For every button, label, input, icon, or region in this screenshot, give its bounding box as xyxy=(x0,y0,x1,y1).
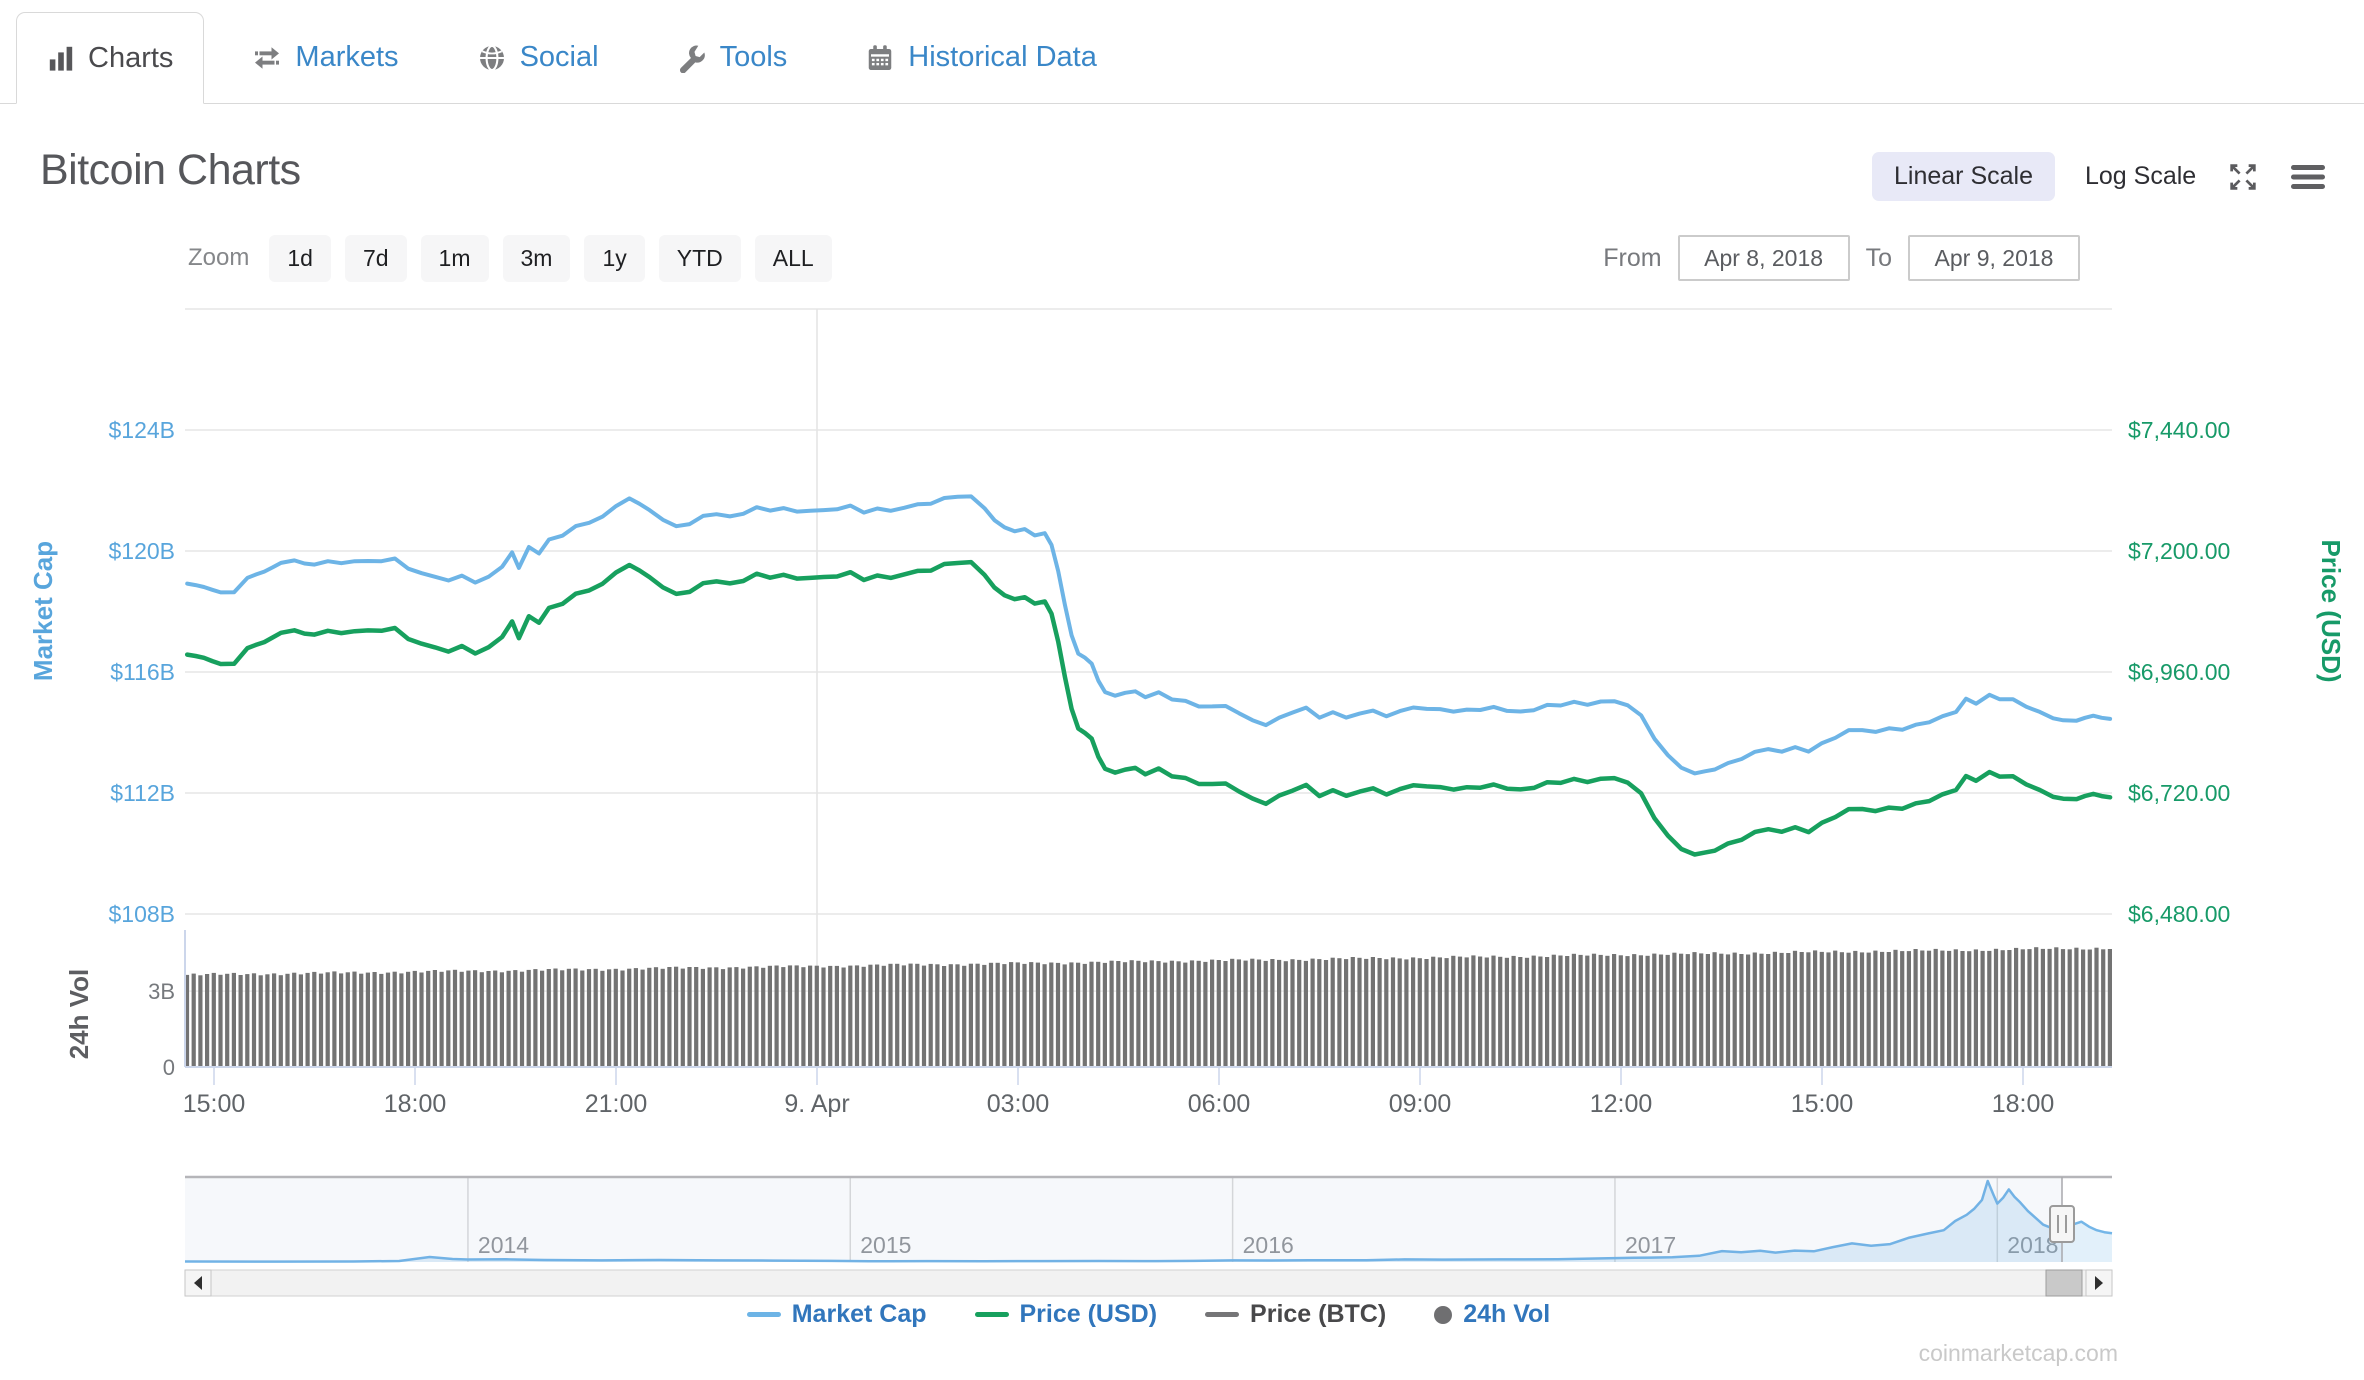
scrollbar-thumb[interactable] xyxy=(2045,1269,2083,1297)
legend-label: Price (USD) xyxy=(1019,1300,1158,1328)
globe-icon xyxy=(477,43,507,73)
date-range-group: From To xyxy=(1603,234,2080,282)
tab-label: Historical Data xyxy=(908,41,1097,73)
svg-text:9. Apr: 9. Apr xyxy=(784,1090,849,1118)
svg-text:09:00: 09:00 xyxy=(1389,1090,1452,1118)
svg-text:3B: 3B xyxy=(148,979,175,1004)
tab-historical-data[interactable]: Historical Data xyxy=(835,12,1127,103)
svg-text:$120B: $120B xyxy=(108,538,175,564)
watermark: coinmarketcap.com xyxy=(1918,1340,2118,1366)
menu-icon[interactable] xyxy=(2290,162,2328,192)
range-button-3m[interactable]: 3m xyxy=(502,234,571,282)
svg-text:$116B: $116B xyxy=(110,659,175,685)
range-button-1m[interactable]: 1m xyxy=(420,234,489,282)
price-usd-swatch xyxy=(974,1312,1009,1317)
from-label: From xyxy=(1603,243,1662,272)
svg-text:$7,200.00: $7,200.00 xyxy=(2128,538,2230,564)
price-usd-line xyxy=(184,559,2113,857)
24h-vol-swatch xyxy=(1434,1305,1453,1324)
svg-text:$6,960.00: $6,960.00 xyxy=(2128,659,2230,685)
from-date-input[interactable] xyxy=(1677,235,1850,281)
svg-text:18:00: 18:00 xyxy=(384,1090,447,1118)
page-title: Bitcoin Charts xyxy=(40,146,301,194)
svg-text:2015: 2015 xyxy=(860,1232,911,1258)
svg-text:21:00: 21:00 xyxy=(585,1090,648,1118)
tab-tools[interactable]: Tools xyxy=(647,12,818,103)
price-btc-swatch xyxy=(1205,1312,1240,1317)
range-button-7d[interactable]: 7d xyxy=(344,234,407,282)
to-label: To xyxy=(1865,243,1892,272)
scrollbar-left-button[interactable] xyxy=(184,1269,212,1297)
tab-markets[interactable]: Markets xyxy=(222,12,428,103)
wrench-icon xyxy=(677,43,707,73)
fullscreen-icon[interactable] xyxy=(2226,160,2260,194)
scrollbar-right-button[interactable] xyxy=(2085,1269,2113,1297)
svg-text:2016: 2016 xyxy=(1243,1232,1294,1258)
legend-item-market-cap[interactable]: Market Cap xyxy=(746,1300,927,1329)
svg-text:18:00: 18:00 xyxy=(1992,1090,2055,1118)
svg-text:15:00: 15:00 xyxy=(1791,1090,1854,1118)
zoom-label: Zoom xyxy=(188,244,250,271)
tab-label: Social xyxy=(519,41,599,73)
svg-text:$108B: $108B xyxy=(108,901,175,927)
tab-label: Markets xyxy=(295,41,399,73)
tab-social[interactable]: Social xyxy=(447,12,629,103)
svg-text:0: 0 xyxy=(163,1055,175,1080)
legend-item-price-btc[interactable]: Price (BTC) xyxy=(1205,1300,1386,1329)
tab-label: Tools xyxy=(719,41,788,73)
navigator-area[interactable] xyxy=(185,1181,2112,1262)
svg-text:$124B: $124B xyxy=(108,417,175,443)
tab-charts[interactable]: Charts xyxy=(16,12,205,104)
exchange-arrows-icon xyxy=(252,43,282,73)
svg-text:03:00: 03:00 xyxy=(987,1090,1050,1118)
to-date-input[interactable] xyxy=(1908,235,2080,281)
svg-text:$6,480.00: $6,480.00 xyxy=(2128,901,2230,927)
range-button-all[interactable]: ALL xyxy=(754,234,832,282)
right-axis-title: Price (USD) xyxy=(2316,539,2346,682)
volume-axis-title: 24h Vol xyxy=(64,969,94,1060)
tab-label: Charts xyxy=(88,41,174,74)
legend-label: 24h Vol xyxy=(1463,1300,1551,1328)
svg-text:2017: 2017 xyxy=(1625,1232,1676,1258)
chart-legend: Market Cap Price (USD) Price (BTC) 24h V… xyxy=(185,1300,2112,1329)
navigator-handle[interactable] xyxy=(2049,1177,2075,1262)
svg-text:12:00: 12:00 xyxy=(1590,1090,1653,1118)
legend-item-price-usd[interactable]: Price (USD) xyxy=(974,1300,1158,1329)
market-cap-line xyxy=(185,494,2113,776)
market-cap-swatch xyxy=(746,1312,781,1317)
scrollbar-track[interactable] xyxy=(184,1269,2113,1297)
range-button-ytd[interactable]: YTD xyxy=(658,234,741,282)
svg-text:2014: 2014 xyxy=(478,1232,529,1258)
svg-text:06:00: 06:00 xyxy=(1188,1090,1251,1118)
legend-label: Market Cap xyxy=(791,1300,927,1328)
calendar-icon xyxy=(865,43,895,73)
left-axis-title: Market Cap xyxy=(28,541,58,681)
svg-text:$6,720.00: $6,720.00 xyxy=(2128,780,2230,806)
legend-item-24h-vol[interactable]: 24h Vol xyxy=(1434,1300,1550,1329)
tab-bar: Charts Markets Social Tools xyxy=(0,12,2364,104)
range-button-1y[interactable]: 1y xyxy=(584,234,645,282)
bar-chart-icon xyxy=(47,44,75,72)
scale-toggle-group: Linear Scale Log Scale xyxy=(1872,152,2328,201)
svg-text:$112B: $112B xyxy=(110,780,175,806)
svg-text:$7,440.00: $7,440.00 xyxy=(2128,417,2230,443)
range-button-1d[interactable]: 1d xyxy=(269,234,331,282)
zoom-range-group: Zoom 1d 7d 1m 3m 1y YTD ALL xyxy=(188,234,832,282)
log-scale-button[interactable]: Log Scale xyxy=(2084,162,2197,190)
svg-text:15:00: 15:00 xyxy=(183,1090,246,1118)
legend-label: Price (BTC) xyxy=(1250,1300,1387,1328)
linear-scale-button[interactable]: Linear Scale xyxy=(1872,152,2055,201)
volume-bars xyxy=(184,947,2112,1067)
